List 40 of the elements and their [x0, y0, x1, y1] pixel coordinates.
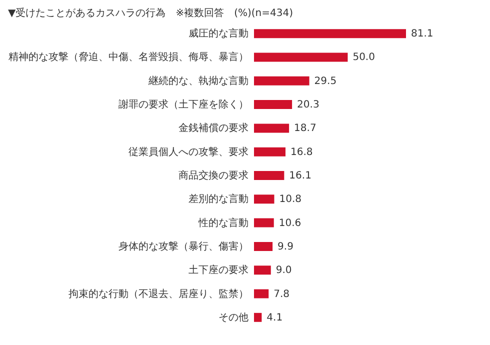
data-label: 9.0 — [276, 265, 292, 276]
bar — [254, 124, 290, 133]
y-tick-label: 謝罪の要求（土下座を除く） — [118, 98, 248, 111]
data-label: 4.1 — [266, 312, 283, 324]
bar — [254, 76, 310, 86]
y-tick-label: 差別的な言動 — [188, 193, 248, 206]
bar — [254, 147, 286, 156]
bar — [254, 289, 269, 298]
y-tick-label: 継続的な、執拗な言動 — [148, 74, 248, 87]
data-label: 10.6 — [278, 218, 302, 229]
bar — [254, 52, 348, 62]
y-tick-label: 性的な言動 — [198, 216, 248, 229]
bar — [254, 29, 406, 38]
y-tick-label: 拘束的な行動（不退去、居座り、監禁） — [68, 288, 248, 300]
bar — [254, 312, 262, 322]
y-tick-label: 従業員個人への攻撃、要求 — [128, 146, 248, 158]
text: ▼受けたことがあるカスハラの行為 ※複数回答 (%)(n=434) — [8, 7, 294, 19]
bar — [254, 100, 292, 110]
data-label: 16.8 — [290, 146, 313, 158]
bar — [254, 218, 274, 228]
data-label: 20.3 — [297, 100, 320, 111]
bar — [254, 266, 271, 275]
y-tick-label: 土下座の要求 — [188, 264, 248, 276]
data-label: 18.7 — [294, 123, 316, 134]
y-tick-label: 精神的な攻撃（脅迫、中傷、名誉毀損、侮辱、暴言） — [8, 51, 248, 64]
data-label: 81.1 — [411, 28, 434, 40]
bar — [254, 194, 274, 204]
y-tick-label: 金銭補償の要求 — [178, 122, 248, 134]
y-tick-label: 商品交換の要求 — [178, 170, 248, 182]
y-tick-label: 身体的な攻撃（暴行、傷害） — [118, 240, 248, 252]
data-label: 16.1 — [289, 170, 312, 182]
y-tick-label: 威圧的な言動 — [188, 28, 248, 40]
data-label: 7.8 — [274, 288, 290, 300]
y-tick-label: その他 — [218, 311, 248, 324]
data-label: 50.0 — [352, 52, 375, 64]
bar — [254, 242, 273, 251]
data-label: 29.5 — [314, 76, 337, 87]
data-label: 9.9 — [278, 241, 294, 252]
data-label: 10.8 — [279, 194, 302, 206]
bar — [254, 171, 284, 180]
